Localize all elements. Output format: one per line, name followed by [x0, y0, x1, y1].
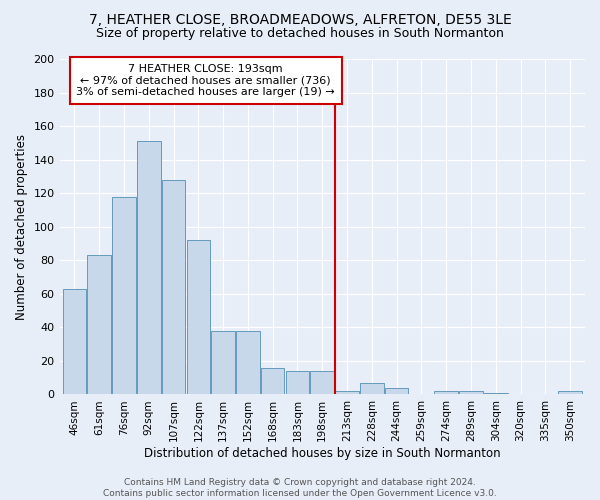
Bar — [310, 371, 334, 394]
X-axis label: Distribution of detached houses by size in South Normanton: Distribution of detached houses by size … — [144, 447, 500, 460]
Bar — [459, 391, 483, 394]
Bar — [385, 388, 409, 394]
Bar — [162, 180, 185, 394]
Text: 7 HEATHER CLOSE: 193sqm
← 97% of detached houses are smaller (736)
3% of semi-de: 7 HEATHER CLOSE: 193sqm ← 97% of detache… — [76, 64, 335, 97]
Text: 7, HEATHER CLOSE, BROADMEADOWS, ALFRETON, DE55 3LE: 7, HEATHER CLOSE, BROADMEADOWS, ALFRETON… — [89, 12, 511, 26]
Bar — [88, 255, 111, 394]
Bar — [137, 141, 161, 395]
Bar — [236, 330, 260, 394]
Bar — [360, 382, 383, 394]
Bar — [62, 289, 86, 395]
Bar — [434, 391, 458, 394]
Bar — [187, 240, 210, 394]
Bar — [286, 371, 309, 394]
Bar — [335, 391, 359, 394]
Y-axis label: Number of detached properties: Number of detached properties — [15, 134, 28, 320]
Text: Contains HM Land Registry data © Crown copyright and database right 2024.
Contai: Contains HM Land Registry data © Crown c… — [103, 478, 497, 498]
Bar — [112, 196, 136, 394]
Text: Size of property relative to detached houses in South Normanton: Size of property relative to detached ho… — [96, 28, 504, 40]
Bar — [559, 391, 582, 394]
Bar — [484, 393, 508, 394]
Bar — [211, 330, 235, 394]
Bar — [261, 368, 284, 394]
